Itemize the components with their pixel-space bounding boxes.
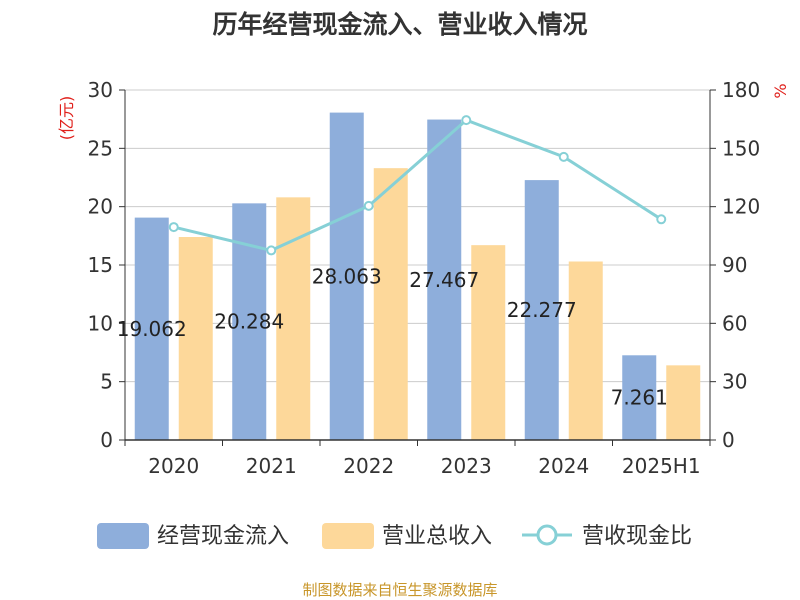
bar-layer [134,112,701,441]
y-right-tick-label: 0 [722,428,735,452]
data-label: 19.062 [117,317,187,341]
bar-cashflow [524,180,559,440]
ratio-line [173,118,663,252]
line-layer [168,115,667,256]
grid-layer [125,89,710,383]
x-tick-label: 2025H1 [622,454,701,478]
y-left-axis-label: (亿元) [57,96,76,141]
axis-layer: 0 5 10 15 20 25 30 0 30 60 90 120 150 180 (亿元)% 2020 202… [57,78,790,478]
ratio-point [558,151,569,162]
legend-label-cashflow: 经营现金流入 [157,524,289,549]
x-tick-label: 2020 [148,454,199,478]
x-tick-label: 2021 [246,454,297,478]
x-tick-label: 2024 [538,454,589,478]
bar-cashflow [622,355,657,440]
ratio-point [168,222,179,233]
y-right-tick-label: 60 [722,311,747,335]
ratio-point [266,245,277,256]
bar-revenue [666,365,701,440]
bar-revenue [178,237,213,440]
bar-cashflow [427,119,462,440]
legend-swatch-cashflow [97,523,149,549]
legend-swatch-revenue [322,523,374,549]
data-label: 28.063 [312,264,382,288]
y-right-tick-label: 30 [722,370,747,394]
y-right-tick-label: 180 [722,78,760,102]
bar-revenue [276,197,311,440]
bar-revenue [568,261,603,440]
data-label: 20.284 [214,310,284,334]
y-left-tick-label: 0 [100,428,113,452]
bar-revenue [471,245,506,440]
bar-revenue [373,168,408,440]
y-left-tick-label: 15 [88,253,113,277]
data-label: 27.467 [409,268,479,292]
ratio-point [656,214,667,225]
legend-swatch-ratio-marker [536,524,558,546]
legend-layer: 经营现金流入 营业总收入 营收现金比 [97,523,692,549]
y-right-axis-label: % [771,83,790,98]
chart-title: 历年经营现金流入、营业收入情况 [212,10,587,39]
source-note: 制图数据来自恒生聚源数据库 [302,581,497,599]
x-tick-label: 2023 [441,454,492,478]
label-layer: 19.062 20.284 28.063 27.467 22.277 7.261 [117,264,668,409]
y-right-tick-label: 90 [722,253,747,277]
ratio-point [363,200,374,211]
bar-cashflow [329,112,364,441]
data-label: 7.261 [611,386,668,410]
bar-cashflow [134,217,169,440]
ratio-point [461,115,472,126]
y-right-tick-label: 120 [722,195,760,219]
legend-label-ratio: 营收现金比 [582,524,692,549]
y-left-tick-label: 5 [100,370,113,394]
y-left-tick-label: 10 [88,311,113,335]
y-right-tick-label: 150 [722,136,760,160]
x-tick-label: 2022 [343,454,394,478]
y-left-tick-label: 20 [88,195,113,219]
y-left-tick-label: 25 [88,136,113,160]
y-left-tick-label: 30 [88,78,113,102]
data-label: 22.277 [507,298,577,322]
legend-label-revenue: 营业总收入 [382,524,492,549]
